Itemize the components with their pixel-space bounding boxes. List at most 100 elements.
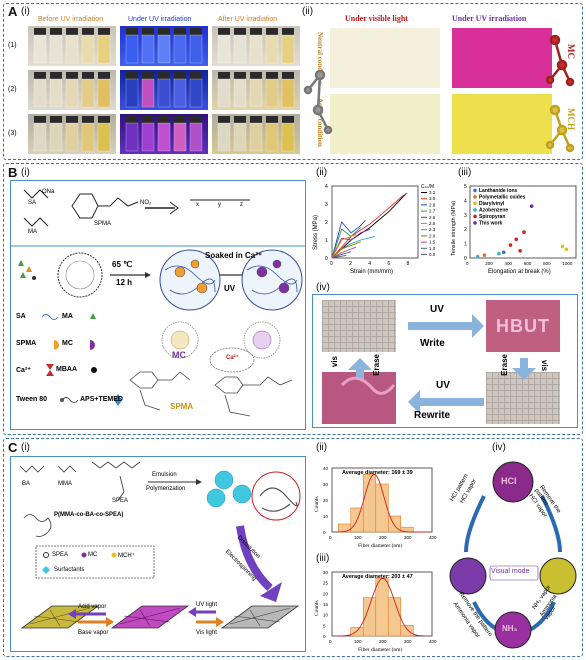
vial-cap [234,28,246,35]
legend-spma: SPMA [16,340,36,347]
label-uv-rewrite: UV [436,380,450,391]
legend-swatch [473,215,477,219]
scatter-point [514,237,518,241]
vial-cap [218,72,230,79]
vial-cap [158,28,170,35]
x-tick-label: 400 [505,261,513,266]
x-axis-label: Fiber diameter (nm) [358,542,402,549]
histogram-bar [376,578,389,636]
monomer-glyphs [18,260,36,280]
vial-cap [82,116,94,123]
vial [82,35,94,63]
film-purple-left [450,558,486,594]
vial [218,35,230,63]
label-uv-light: UV light [196,602,217,608]
x-tick-label: 1000 [562,261,573,266]
mat-magenta [112,606,188,628]
vial [82,79,94,107]
scatter-point [483,253,487,257]
x-tick-label: 400 [429,639,437,644]
polymer-coil [24,515,51,537]
legend-tween: Tween 80 [16,396,47,403]
vial [34,35,46,63]
y-tick-label: 15 [323,602,329,607]
vial-cap [190,116,202,123]
molecule-mch-model [547,106,573,151]
legend-mch: MCH⁺ [118,552,135,559]
vial-cap [250,116,262,123]
legend-entry: 3.0 [429,196,436,201]
b-iv-arrows-svg [312,294,578,428]
label-visual-mode: Visual mode [491,568,529,575]
legend-entry: Diarylvinyl [479,201,505,207]
y-tick-label: 2 [325,220,328,226]
x-tick-label: 0 [329,639,332,644]
panel-b-iv-label: (iv) [316,282,330,293]
chart-tensile-scatter: 0123450 200 400 600 800 1000Tensile strength … [448,178,582,284]
label-acid-vapor: Acid vapor [78,604,106,610]
mat-grey [222,606,298,628]
legend-aps: APS+TEMED [80,396,123,403]
vial [158,35,170,63]
panel-b-i-label: (i) [21,167,30,178]
vial-cap [174,72,186,79]
y-axis-label: Counts [314,496,320,512]
x-tick-label: 2 [349,261,352,267]
y-tick-label: 30 [323,482,329,487]
legend-entry: 0.0 [429,252,436,257]
histogram-bar [338,524,351,532]
x-tick-label: 600 [524,261,532,266]
label-base-vapor: Base vapor [78,630,108,636]
y-tick-label: 10 [323,514,329,519]
label-erase-left: Erase [372,354,381,376]
vial-cap [66,28,78,35]
vial [266,123,278,151]
histogram-bar [363,474,376,532]
legend-mc-c: MC [88,552,97,558]
vial-cap [126,116,138,123]
legend-entry: Azobenzene [479,208,508,214]
molecule-mc-model [547,36,573,85]
vial [250,35,262,63]
poly-z: z [240,202,243,208]
vial-cap [82,28,94,35]
y-tick-label: 40 [323,466,329,471]
x-tick-label: 4 [368,261,371,267]
legend-swatch [473,189,477,193]
bottom-structures [130,372,292,416]
x-tick-label: 400 [429,535,437,540]
scatter-point [518,249,522,253]
chem-ona: ONa [42,189,54,195]
legend-box [36,546,154,578]
vial-cap [190,72,202,79]
arrow-erase-down [512,358,536,380]
x-tick-label: 800 [543,261,551,266]
label-mc-structure: MC [172,350,186,360]
vial-cap [158,72,170,79]
label-vis-light: Vis light [196,630,217,636]
x-tick-label: 300 [404,535,412,540]
vial [98,79,110,107]
vial-cap [218,116,230,123]
vial-cap [282,72,294,79]
step-time: 12 h [116,278,132,287]
legend-swatch [473,208,477,212]
b-i-schematic-svg [10,180,306,430]
label-spma-structure: SPMA [170,402,193,411]
legend-entry: 1.5 [429,240,436,245]
x-tick-label: 300 [404,639,412,644]
x-tick-label: 8 [406,261,409,267]
label-ca-structure: Ca²⁺ [226,354,239,361]
y-tick-label: 10 [323,613,329,618]
step-temp: 65 ℃ [112,260,132,269]
x-tick-label: 0 [329,535,332,540]
vial-cap [174,116,186,123]
vial [126,123,138,151]
vial [98,123,110,151]
step-soaked: Soaked in Ca²⁺ [205,251,262,260]
vial-cap [266,72,278,79]
chart-stress-strain: 012340 2 4 6 8Stress (MPa)Strain (mm/mm)3.23… [310,178,446,280]
vial-cap [98,72,110,79]
micelle [58,253,102,297]
chart-histogram-1: Average diameter: 169 ± 390 100 200 300 4000… [312,456,444,552]
